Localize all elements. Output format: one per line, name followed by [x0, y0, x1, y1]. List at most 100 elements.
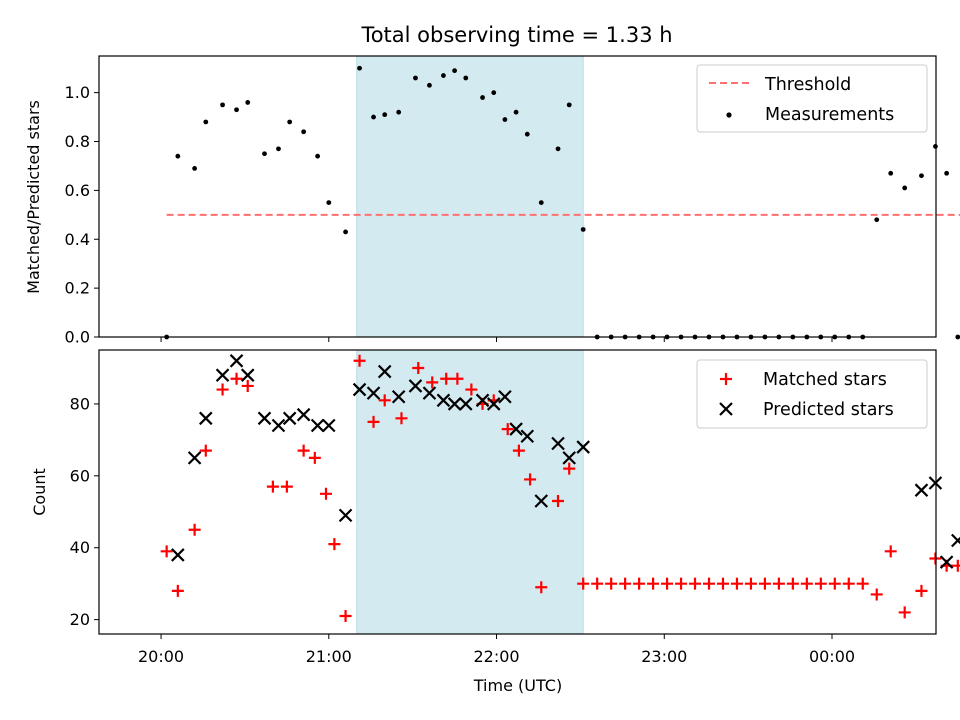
- bottom-legend-box: [696, 359, 928, 429]
- matched-star-point: [786, 577, 799, 590]
- measurement-point: [343, 229, 348, 235]
- predicted-star-point: [576, 440, 590, 454]
- predicted-star-point: [520, 429, 535, 444]
- matched-star-point: [171, 584, 184, 597]
- matched-star-point: [647, 577, 660, 590]
- measurement-point: [234, 107, 239, 113]
- x-tick-label: 00:00: [809, 647, 855, 666]
- predicted-star-point: [229, 354, 244, 368]
- matched-star-point: [552, 494, 565, 507]
- measurement-point: [245, 100, 251, 105]
- bottom-legend: Matched stars Predicted stars: [696, 359, 928, 429]
- bottom-panel: 2040608020:0021:0022:0023:0000:0001:0002…: [30, 349, 960, 695]
- measurement-point: [555, 146, 561, 152]
- matched-star-point: [800, 577, 813, 590]
- measurement-point: [413, 75, 418, 81]
- predicted-star-point: [459, 397, 473, 411]
- predicted-star-point: [391, 389, 406, 404]
- matched-star-point: [216, 383, 229, 396]
- measurement-point: [396, 109, 402, 115]
- measurement-point: [874, 217, 880, 223]
- matched-star-point: [772, 577, 785, 590]
- predicted-star-point: [377, 364, 392, 379]
- matched-star-point: [535, 581, 548, 594]
- matched-star-point: [758, 577, 771, 590]
- matched-star-point: [308, 451, 321, 464]
- predicted-star-point: [257, 411, 272, 426]
- matched-star-point: [280, 480, 293, 493]
- top-y-tick-label: 0.2: [65, 279, 90, 298]
- matched-star-point: [856, 577, 869, 590]
- matched-star-point: [730, 577, 743, 590]
- matched-legend-label: Matched stars: [763, 370, 887, 390]
- predicted-star-point: [338, 508, 353, 523]
- matched-star-point: [884, 545, 897, 558]
- measurement-point: [902, 185, 908, 191]
- top-y-axis-label: Matched/Predicted stars: [24, 100, 43, 294]
- predicted-star-point: [271, 418, 286, 433]
- bottom-plot-frame: [98, 349, 937, 635]
- predicted-star-point: [447, 397, 462, 411]
- matched-star-point: [661, 577, 674, 590]
- matched-star-point: [633, 577, 646, 590]
- predicted-star-point: [436, 393, 451, 408]
- measurement-point: [326, 200, 332, 206]
- predicted-star-point: [215, 368, 230, 382]
- bottom-y-tick-label: 20: [70, 610, 90, 629]
- top-legend: Threshold Measurements: [696, 64, 928, 133]
- top-y-tick-label: 0.4: [65, 230, 90, 249]
- predicted-star-point: [187, 451, 202, 465]
- bottom-shaded-span: [356, 349, 584, 635]
- measurement-point: [955, 334, 960, 340]
- measurement-point: [452, 68, 457, 74]
- predicted-legend-label: Predicted stars: [763, 400, 894, 420]
- predicted-star-point: [366, 386, 381, 400]
- matched-star-point: [915, 584, 928, 597]
- measurement-point: [301, 129, 307, 135]
- x-tick-label: 23:00: [641, 647, 687, 666]
- measurement-point: [463, 75, 469, 81]
- matched-star-point: [440, 372, 453, 385]
- matched-star-point: [266, 480, 279, 493]
- matched-star-point: [199, 444, 212, 457]
- measurements-legend-label: Measurements: [765, 105, 894, 125]
- bottom-y-axis-label: Count: [30, 468, 49, 516]
- matched-star-point: [395, 412, 408, 425]
- predicted-star-point: [551, 436, 565, 451]
- matched-star-point: [297, 444, 310, 457]
- measurement-point: [580, 227, 586, 232]
- predicted-star-point: [240, 368, 255, 382]
- bottom-y-tick-label: 80: [70, 394, 90, 413]
- measurement-point: [480, 95, 485, 100]
- predicted-star-point: [408, 379, 423, 393]
- chart-title: Total observing time = 1.33 h: [360, 23, 672, 47]
- measurement-point: [538, 200, 544, 206]
- bottom-y-tick-label: 40: [70, 538, 90, 557]
- matched-star-point: [339, 610, 352, 623]
- predicted-star-point: [352, 382, 367, 397]
- matched-star-point: [188, 523, 201, 536]
- measurement-point: [276, 146, 281, 152]
- x-tick-label: 22:00: [473, 647, 519, 666]
- predicted-star-point: [498, 389, 512, 404]
- top-y-tick-label: 0.6: [65, 181, 90, 200]
- threshold-legend-label: Threshold: [764, 75, 851, 95]
- matched-star-point: [591, 577, 604, 590]
- measurement-point: [203, 119, 209, 125]
- matched-star-point: [320, 487, 333, 500]
- measurement-point: [192, 166, 198, 171]
- matched-star-point: [716, 577, 729, 590]
- matched-star-point: [230, 372, 243, 385]
- measurement-point: [566, 102, 572, 108]
- predicted-star-point: [199, 411, 213, 426]
- predicted-star-point: [296, 407, 311, 422]
- predicted-star-point: [475, 393, 490, 408]
- x-tick-label: 21:00: [306, 647, 352, 666]
- matched-star-point: [451, 372, 464, 385]
- x-axis-label: Time (UTC): [473, 676, 562, 695]
- measurement-point: [491, 90, 497, 96]
- measurements-legend-swatch: [726, 112, 732, 118]
- matched-star-point: [241, 379, 254, 392]
- measurement-point: [382, 112, 388, 118]
